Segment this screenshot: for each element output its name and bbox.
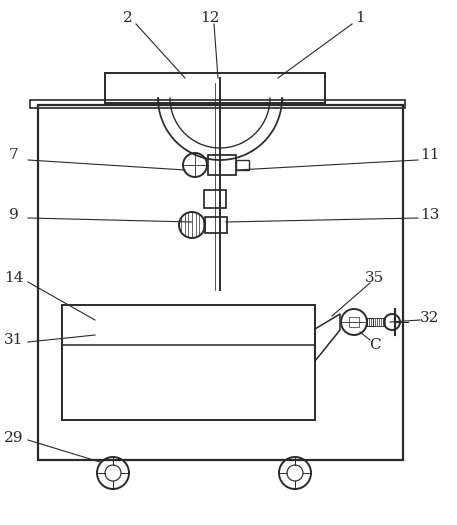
Text: 9: 9 [9, 208, 19, 222]
Bar [349, 317, 359, 327]
Text: 2: 2 [123, 11, 133, 25]
Bar [208, 155, 236, 175]
Text: 29: 29 [4, 431, 24, 445]
Bar [62, 305, 315, 420]
Text: 31: 31 [4, 333, 24, 347]
Text: 7: 7 [9, 148, 19, 162]
Bar [204, 190, 226, 208]
Bar [367, 318, 373, 326]
Text: 14: 14 [4, 271, 24, 285]
Text: 35: 35 [366, 271, 385, 285]
Bar [38, 105, 403, 460]
Text: 12: 12 [200, 11, 220, 25]
Text: 1: 1 [355, 11, 365, 25]
Text: 13: 13 [420, 208, 440, 222]
Text: 32: 32 [420, 311, 440, 325]
Text: 11: 11 [420, 148, 440, 162]
Bar [205, 217, 227, 233]
Bar [105, 73, 325, 103]
Text: C: C [369, 338, 381, 352]
Bar [236, 160, 249, 170]
Bar [30, 100, 405, 108]
